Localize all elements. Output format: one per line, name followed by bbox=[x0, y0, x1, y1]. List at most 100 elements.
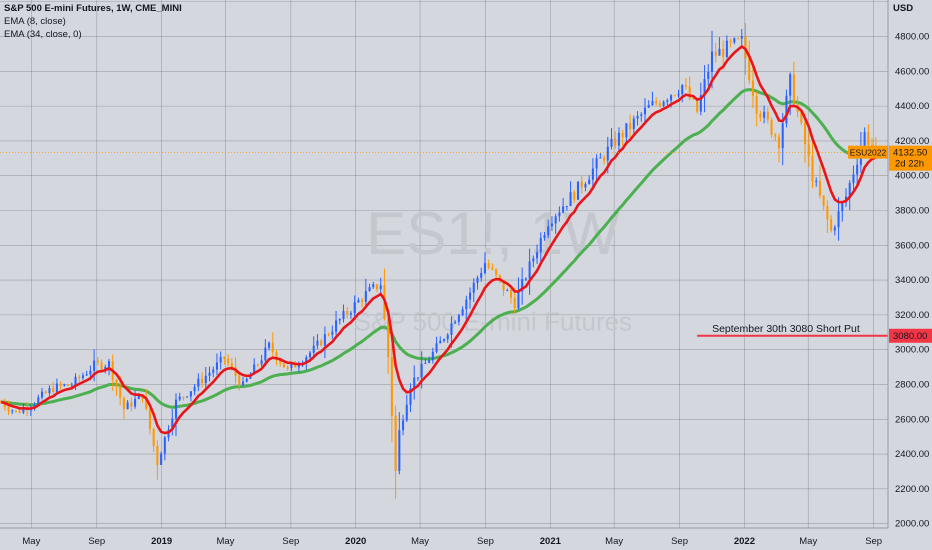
candle-body[interactable] bbox=[621, 132, 624, 138]
candle-body[interactable] bbox=[789, 74, 792, 96]
candle-body[interactable] bbox=[394, 415, 397, 471]
candle-body[interactable] bbox=[532, 258, 535, 262]
candle-body[interactable] bbox=[163, 437, 166, 454]
candle-body[interactable] bbox=[186, 396, 189, 398]
chart-legend[interactable]: S&P 500 E-mini Futures, 1W, CME_MINI EMA… bbox=[4, 2, 182, 41]
candle-body[interactable] bbox=[22, 407, 25, 413]
candle-body[interactable] bbox=[573, 192, 576, 200]
candle-body[interactable] bbox=[476, 277, 479, 283]
candle-body[interactable] bbox=[550, 223, 553, 227]
candle-body[interactable] bbox=[539, 237, 542, 253]
candle-body[interactable] bbox=[614, 138, 617, 146]
candle-body[interactable] bbox=[104, 366, 107, 370]
candle-body[interactable] bbox=[863, 132, 866, 148]
candle-body[interactable] bbox=[18, 410, 21, 413]
candle-body[interactable] bbox=[37, 397, 40, 405]
candle-body[interactable] bbox=[14, 410, 17, 412]
candle-body[interactable] bbox=[595, 158, 598, 169]
candle-body[interactable] bbox=[11, 410, 14, 412]
candle-body[interactable] bbox=[353, 302, 356, 314]
candle-body[interactable] bbox=[792, 74, 795, 105]
candle-body[interactable] bbox=[703, 78, 706, 96]
candle-body[interactable] bbox=[63, 384, 66, 386]
candle-body[interactable] bbox=[647, 105, 650, 108]
candle-body[interactable] bbox=[256, 364, 259, 366]
candle-body[interactable] bbox=[93, 360, 96, 371]
candle-body[interactable] bbox=[55, 383, 58, 393]
candle-body[interactable] bbox=[349, 313, 352, 315]
candle-body[interactable] bbox=[275, 351, 278, 361]
candle-body[interactable] bbox=[160, 453, 163, 465]
candle-body[interactable] bbox=[201, 378, 204, 383]
candle-body[interactable] bbox=[305, 357, 308, 364]
candle-body[interactable] bbox=[420, 363, 423, 378]
candle-body[interactable] bbox=[469, 292, 472, 300]
candle-body[interactable] bbox=[737, 38, 740, 40]
candle-body[interactable] bbox=[119, 386, 122, 398]
candle-body[interactable] bbox=[833, 227, 836, 231]
candle-body[interactable] bbox=[483, 263, 486, 274]
candle-body[interactable] bbox=[387, 318, 390, 358]
candle-body[interactable] bbox=[599, 157, 602, 159]
candle-body[interactable] bbox=[85, 374, 88, 376]
candle-body[interactable] bbox=[327, 334, 330, 336]
candle-body[interactable] bbox=[837, 211, 840, 228]
candle-body[interactable] bbox=[707, 71, 710, 79]
candle-body[interactable] bbox=[290, 363, 293, 369]
candle-body[interactable] bbox=[696, 98, 699, 112]
candle-body[interactable] bbox=[67, 384, 70, 386]
candle-body[interactable] bbox=[815, 180, 818, 182]
candle-body[interactable] bbox=[774, 134, 777, 137]
candle-body[interactable] bbox=[651, 100, 654, 106]
candle-body[interactable] bbox=[580, 181, 583, 188]
candle-body[interactable] bbox=[431, 351, 434, 361]
candle-body[interactable] bbox=[182, 396, 185, 398]
symbol-tag[interactable] bbox=[848, 145, 888, 159]
candle-body[interactable] bbox=[718, 48, 721, 56]
candle-body[interactable] bbox=[219, 356, 222, 363]
legend-ema34[interactable]: EMA (34, close, 0) bbox=[4, 29, 82, 40]
candle-body[interactable] bbox=[70, 385, 73, 387]
candle-body[interactable] bbox=[308, 352, 312, 358]
candle-body[interactable] bbox=[710, 51, 714, 72]
candle-body[interactable] bbox=[297, 365, 300, 368]
candle-body[interactable] bbox=[338, 318, 341, 321]
candle-body[interactable] bbox=[372, 284, 375, 288]
candle-body[interactable] bbox=[368, 287, 371, 292]
candle-body[interactable] bbox=[725, 40, 728, 58]
candle-body[interactable] bbox=[692, 98, 695, 100]
candle-body[interactable] bbox=[428, 360, 431, 363]
candle-body[interactable] bbox=[498, 274, 501, 280]
candle-body[interactable] bbox=[576, 181, 580, 200]
candle-body[interactable] bbox=[591, 168, 594, 180]
candle-body[interactable] bbox=[271, 342, 274, 352]
candle-body[interactable] bbox=[215, 362, 218, 370]
candle-body[interactable] bbox=[44, 391, 47, 394]
candle-body[interactable] bbox=[357, 300, 360, 303]
candle-body[interactable] bbox=[238, 375, 241, 386]
candle-body[interactable] bbox=[506, 290, 509, 292]
candle-body[interactable] bbox=[785, 95, 788, 124]
candle-body[interactable] bbox=[145, 398, 148, 409]
candle-body[interactable] bbox=[439, 340, 442, 344]
candle-body[interactable] bbox=[603, 157, 606, 161]
candle-body[interactable] bbox=[699, 95, 702, 112]
candle-body[interactable] bbox=[107, 361, 111, 367]
candle-body[interactable] bbox=[59, 383, 62, 386]
candle-body[interactable] bbox=[413, 377, 416, 389]
candle-body[interactable] bbox=[629, 123, 632, 129]
candle-body[interactable] bbox=[766, 111, 769, 120]
candle-body[interactable] bbox=[320, 340, 323, 346]
candle-body[interactable] bbox=[424, 362, 427, 364]
candle-body[interactable] bbox=[636, 115, 639, 119]
candle-body[interactable] bbox=[740, 36, 743, 39]
candle-body[interactable] bbox=[491, 267, 494, 270]
candle-body[interactable] bbox=[446, 334, 449, 340]
candle-body[interactable] bbox=[268, 342, 271, 348]
candle-body[interactable] bbox=[74, 376, 77, 386]
candle-body[interactable] bbox=[7, 406, 10, 412]
candle-body[interactable] bbox=[316, 340, 319, 346]
candle-body[interactable] bbox=[811, 156, 814, 182]
candle-body[interactable] bbox=[830, 219, 833, 231]
candle-body[interactable] bbox=[402, 420, 405, 431]
